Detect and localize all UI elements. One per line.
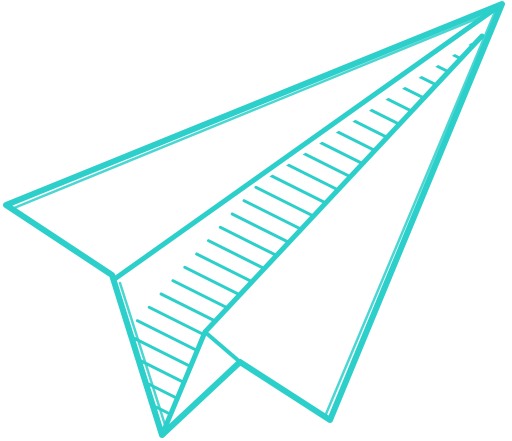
plane-outline [3, 1, 505, 438]
hatch-line [278, 159, 382, 213]
hatch-line [171, 279, 275, 333]
hatch-line [230, 212, 334, 266]
hatch-line [254, 185, 358, 239]
hatch-line [289, 145, 393, 199]
hatch-line [207, 239, 311, 293]
hatch-line [218, 225, 322, 279]
hatch-line [266, 172, 370, 226]
hatch-line [116, 345, 216, 399]
hatch-line [195, 252, 299, 306]
hatch-line [183, 265, 287, 319]
hatch-line [242, 199, 346, 253]
